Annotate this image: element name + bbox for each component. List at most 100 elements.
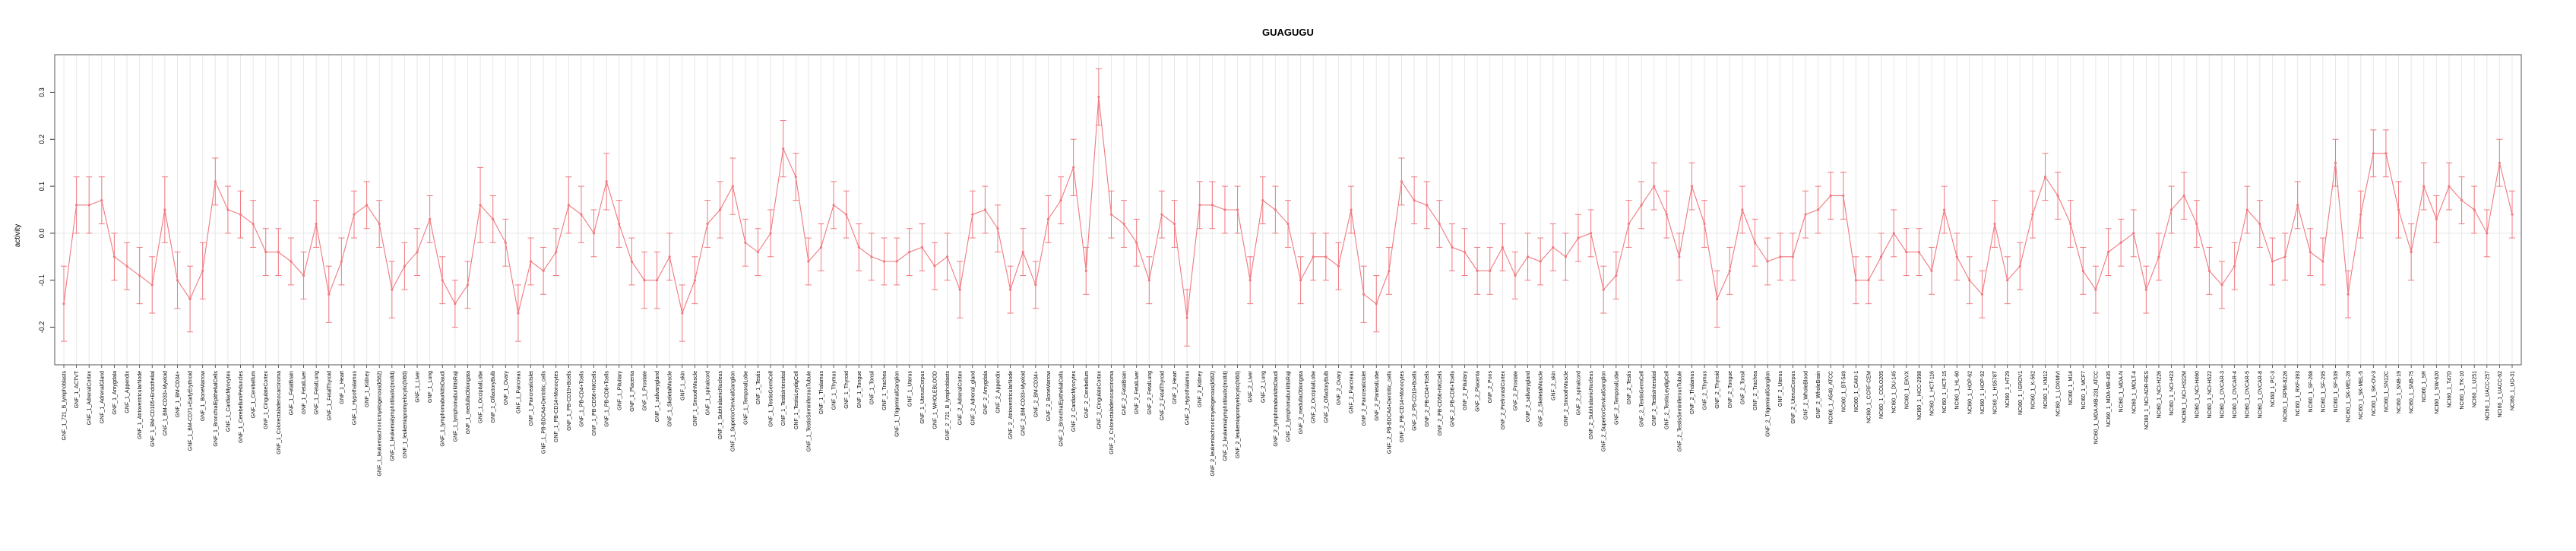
- x-tick-label: GNF_2_Liver: [1248, 370, 1254, 402]
- x-tick-label: GNF_1_PB-CD56+NKCells: [592, 371, 597, 436]
- data-point: [1627, 222, 1631, 226]
- x-tick-label: GNF_1_CardiacMyocytes: [226, 371, 231, 432]
- data-point: [1728, 269, 1731, 272]
- x-tick-label: GNF_1_Appendix: [125, 371, 131, 413]
- x-tick-label: GNF_2_BM-CD34+: [1033, 371, 1039, 417]
- data-point: [908, 251, 911, 254]
- x-tick-label: NCI60_1_NCI-H460: [2195, 371, 2200, 419]
- x-tick-label: NCI60_1_OVCAR-5: [2245, 371, 2251, 419]
- data-point: [1059, 199, 1062, 202]
- x-tick-label: GNF_1_Prostate: [642, 371, 647, 411]
- x-tick-label: NCI60_1_MOLT-4: [2131, 371, 2137, 413]
- x-tick-label: GNF_2_PB-CD19+Bcells: [1413, 371, 1418, 431]
- data-point: [214, 180, 217, 183]
- x-tick-label: NCI60_1_SF-539: [2334, 371, 2339, 413]
- data-point: [454, 302, 457, 306]
- y-axis: -0.2 -0.1 0.0 0.1 0.2 0.3: [38, 87, 55, 333]
- data-point: [1476, 269, 1479, 272]
- data-point: [1109, 213, 1113, 216]
- data-points: [62, 96, 2514, 319]
- data-point: [996, 227, 999, 230]
- x-tick-label: GNF_1_Pancreas: [516, 371, 521, 414]
- x-tick-label: NCI60_1_SR: [2422, 371, 2427, 402]
- data-point: [1084, 269, 1087, 272]
- x-tick-label: GNF_2_leukemialymphoblastic(molt4): [1223, 371, 1228, 461]
- data-point: [756, 251, 760, 254]
- x-tick-label: NCI60_1_A549_ATCC: [1829, 371, 1834, 424]
- data-point: [592, 232, 596, 235]
- plot-frame: [54, 54, 2522, 366]
- data-point: [1867, 279, 1870, 282]
- x-tick-label: GNF_2_AdrenalCortex: [958, 371, 964, 426]
- x-tick-label: GNF_1_lymphomaburkittsRaji: [453, 371, 458, 442]
- x-tick-label: GNF_2_Lung: [1261, 371, 1266, 403]
- data-point: [567, 204, 570, 207]
- x-tick-label: GNF_2_WholeBlood: [1803, 371, 1809, 420]
- data-point: [2321, 260, 2324, 263]
- data-point: [1602, 288, 1605, 291]
- data-point: [1816, 208, 1820, 211]
- data-point: [87, 204, 90, 207]
- data-point: [290, 260, 293, 263]
- x-tick-label: NCI60_1_NCI-H23: [2169, 371, 2175, 416]
- data-point: [2245, 208, 2248, 211]
- data-point: [1463, 251, 1467, 254]
- x-tick-label: NCI60_1_UACC-257: [2485, 371, 2490, 420]
- x-tick-label: NCI60_1_MDA-N: [2119, 371, 2125, 412]
- data-point: [2144, 288, 2147, 291]
- data-point: [328, 293, 331, 296]
- data-point: [1766, 260, 1769, 263]
- x-tick-label: GNF_2_PB-CD56+NKCells: [1438, 371, 1443, 436]
- x-tick-label: NCI60_1_CCRF-CEM: [1866, 371, 1872, 423]
- x-tick-label: GNF_2_Trachea: [1753, 371, 1758, 410]
- x-tick-label: GNF_2_SmoothMuscle: [1564, 371, 1569, 426]
- data-point: [403, 264, 407, 268]
- x-tick-label: NCI60_1_HCC-2998: [1917, 371, 1923, 420]
- data-point: [1703, 222, 1706, 226]
- data-point: [75, 204, 78, 207]
- x-tick-label: GNF_1_BM-CD33+Myeloid: [163, 371, 168, 435]
- x-tick-label: GNF_1_FetalLung: [315, 371, 320, 415]
- data-point: [277, 251, 280, 254]
- data-point: [1615, 274, 1618, 277]
- x-tick-label: NCI60_1_HCT-15: [1942, 371, 1948, 413]
- x-tick-label: GNF_1_Heart: [340, 371, 345, 404]
- x-tick-label: NCI60_1_CAKI-1: [1854, 371, 1859, 412]
- data-point: [1009, 288, 1012, 291]
- x-tick-label: GNF_1_Pituitary: [617, 371, 622, 410]
- y-tick-label: 0.1: [38, 182, 46, 192]
- x-tick-label: NCI60_1_KM12: [2043, 371, 2049, 409]
- x-tick-label: GNF_1_FetalLiver: [302, 370, 307, 414]
- data-point: [958, 288, 961, 291]
- x-tick-label: GNF_2_Uterus: [1778, 371, 1783, 407]
- data-point: [112, 255, 116, 258]
- x-tick-label: GNF_1_ACTVT: [74, 370, 80, 408]
- x-tick-label: GNF_1_PB-CD14+Monocytes: [554, 371, 559, 442]
- data-point: [605, 180, 608, 183]
- data-point: [1274, 208, 1277, 211]
- x-tick-label: GNF_1_OlfactoryBulb: [491, 371, 496, 423]
- x-tick-label: GNF_1_SmoothMuscle: [693, 371, 698, 426]
- x-tick-label: GNF_1_TestisGermCell: [769, 371, 774, 427]
- data-point: [1779, 255, 1782, 258]
- x-tick-label: GNF_1_OccipitalLobe: [479, 371, 484, 423]
- x-tick-label: GNF_2_FetalThyroid: [1160, 371, 1165, 420]
- data-point: [2397, 208, 2400, 211]
- x-tick-label: GNF_1_TestisSeminiferousTubule: [806, 371, 812, 451]
- x-tick-label: GNF_2_PancreaticIslet: [1362, 371, 1367, 426]
- x-tick-label: GNF_2_leukemiapromyelocytic(hl60): [1236, 371, 1241, 458]
- data-point: [1526, 255, 1530, 258]
- x-tick-label: NCI60_1_T47D: [2447, 371, 2452, 408]
- x-tick-label: GNF_1_Testis: [756, 371, 761, 405]
- x-tick-label: NCI60_1_NCI-ADR-RES: [2144, 371, 2150, 430]
- data-point: [706, 222, 709, 226]
- data-point: [441, 279, 444, 282]
- x-tick-label: NCI60_1_NCI-H322M: [2182, 371, 2188, 423]
- data-point: [239, 213, 242, 216]
- data-point: [933, 264, 936, 268]
- data-point: [1299, 279, 1302, 282]
- x-tick-label: GNF_1_leukemialymphoblastic(molt4): [390, 371, 395, 461]
- data-point: [1501, 245, 1504, 249]
- x-tick-label: GNF_2_Testis: [1627, 371, 1632, 405]
